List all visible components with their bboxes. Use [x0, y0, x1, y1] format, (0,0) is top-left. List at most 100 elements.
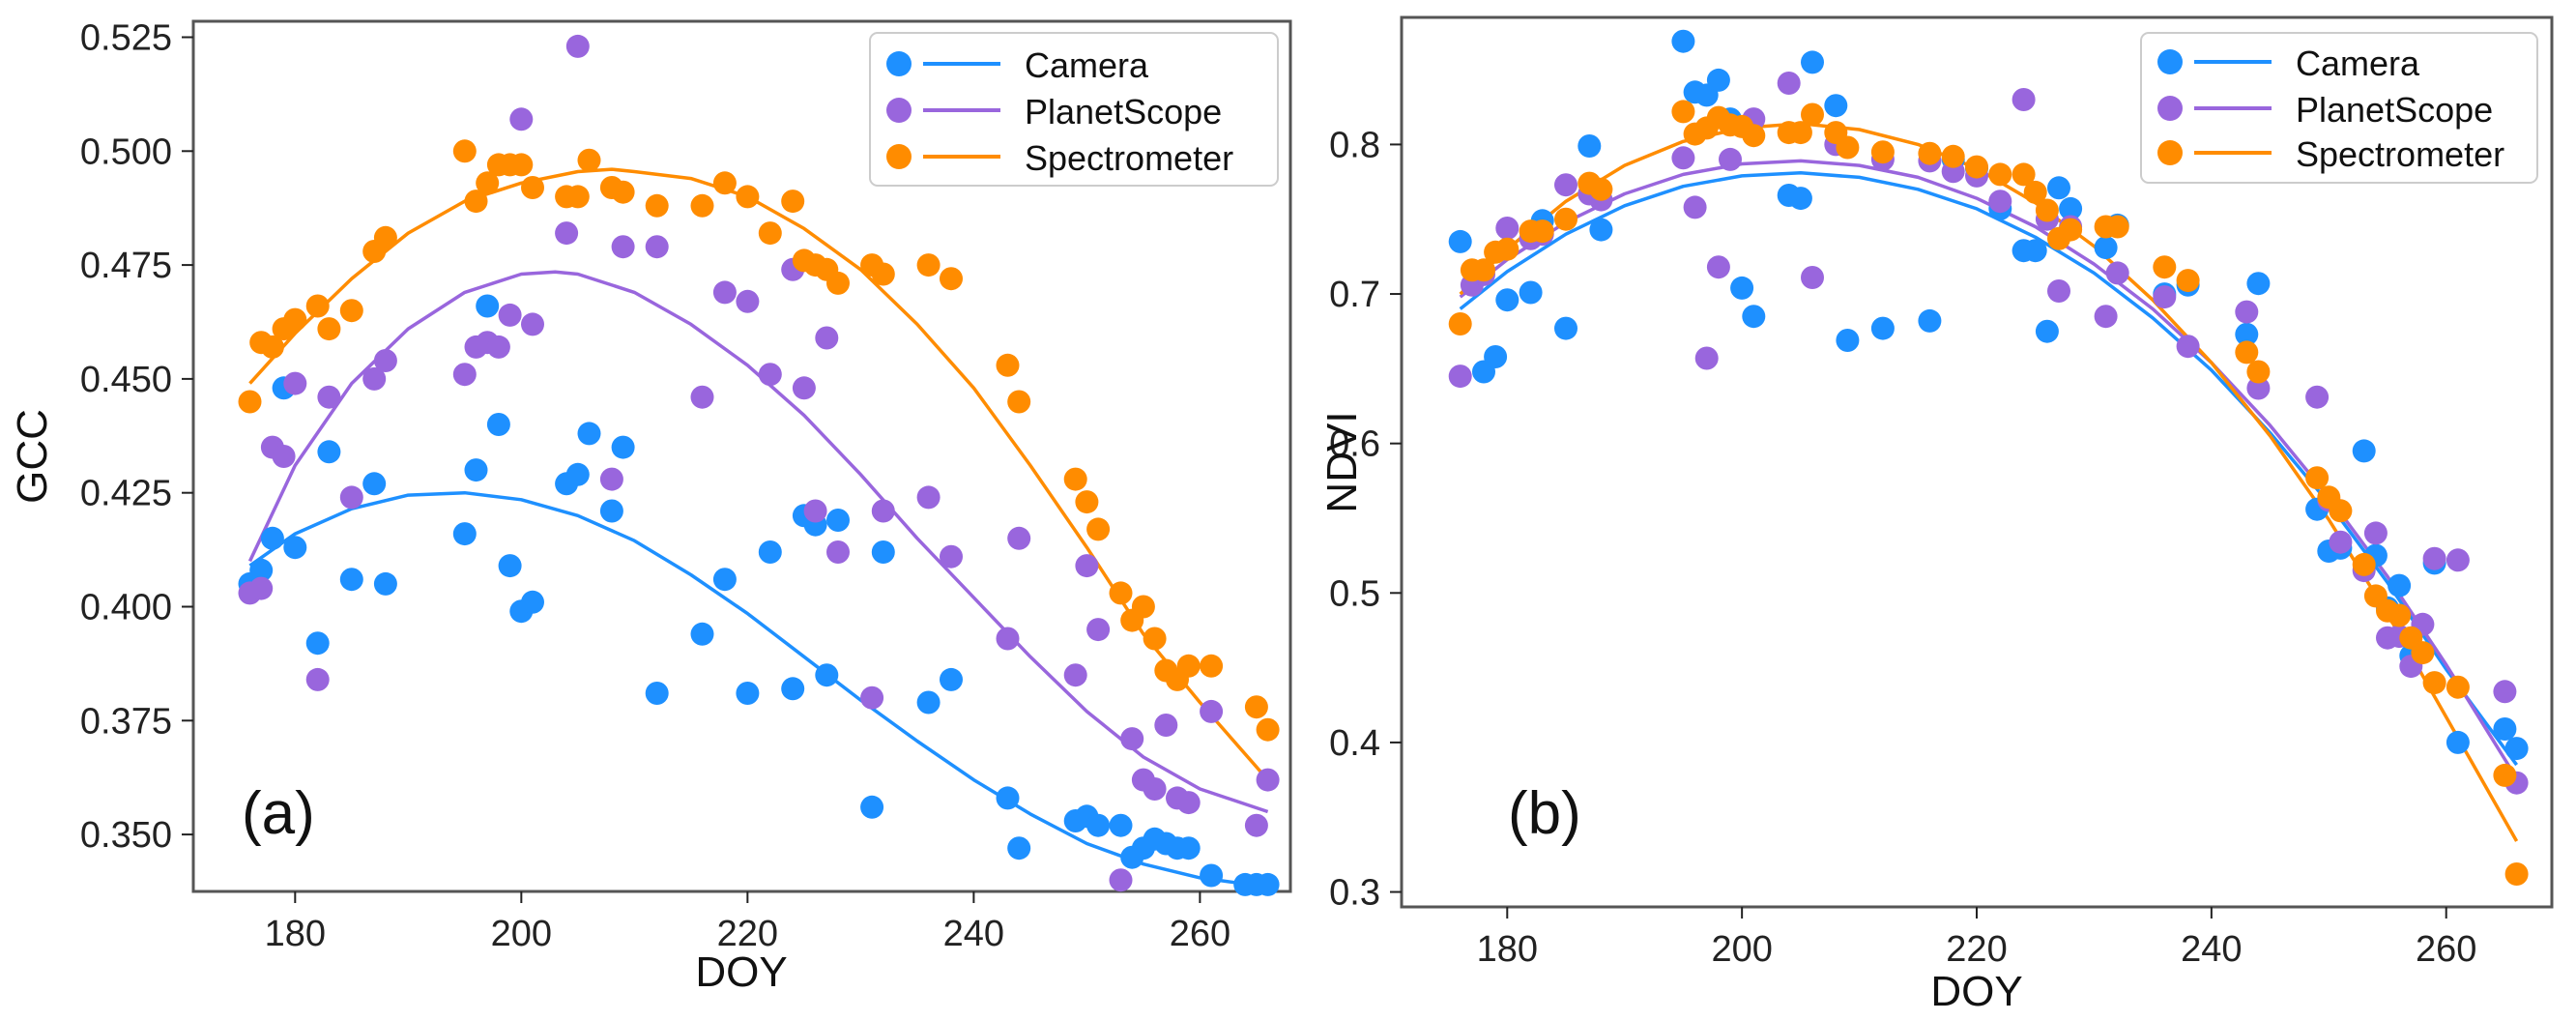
panel-a-legend-box	[869, 32, 1279, 187]
data-point-planetscope	[1200, 699, 1224, 723]
data-point-spectrometer	[736, 185, 760, 209]
data-point-spectrometer	[2059, 218, 2083, 242]
data-point-planetscope	[2012, 88, 2036, 111]
data-point-camera	[599, 499, 623, 523]
data-point-camera	[464, 458, 488, 482]
data-point-planetscope	[2363, 521, 2388, 545]
y-tick-label: 0.500	[80, 131, 172, 172]
legend-label-camera: Camera	[1025, 45, 1149, 85]
panel-b-legend: Camera PlanetScope Spectrometer	[2140, 32, 2538, 184]
y-tick-label: 0.425	[80, 474, 172, 514]
data-point-planetscope	[373, 349, 397, 372]
data-point-spectrometer	[1965, 155, 1988, 179]
data-point-camera	[2235, 322, 2259, 346]
data-point-camera	[1256, 872, 1280, 896]
data-point-spectrometer	[2012, 162, 2036, 187]
data-point-spectrometer	[2105, 215, 2129, 239]
data-point-planetscope	[1719, 147, 1742, 171]
data-point-spectrometer	[758, 221, 782, 246]
panel-a-plot-frame	[191, 19, 1292, 893]
legend-entry-spectrometer: Spectrometer	[886, 138, 1233, 178]
data-point-planetscope	[1683, 195, 1707, 219]
legend-marker-camera	[2157, 49, 2183, 74]
panel-a-fit-lines	[247, 167, 1269, 890]
data-point-planetscope	[2153, 285, 2177, 309]
data-point-planetscope	[339, 485, 363, 510]
y-tick-label: 0.525	[80, 17, 172, 58]
data-point-spectrometer	[2422, 671, 2446, 695]
data-point-planetscope	[555, 221, 579, 246]
data-point-planetscope	[611, 235, 635, 259]
panel-b-ticks: 180 200 220 240 260 0.3 0.4 0.5 0.6 0.7 0.8	[1329, 125, 2476, 970]
x-tick-label: 180	[265, 914, 326, 954]
x-tick-label: 200	[1711, 929, 1772, 970]
data-point-spectrometer	[2411, 641, 2435, 665]
data-point-camera	[1176, 836, 1201, 861]
data-point-spectrometer	[452, 139, 477, 163]
data-point-planetscope	[2446, 548, 2470, 572]
data-point-planetscope	[1554, 173, 1577, 197]
panel-a-xlabel: DOY	[695, 948, 787, 996]
legend-label-planetscope: PlanetScope	[1025, 92, 1222, 131]
data-point-planetscope	[1063, 663, 1087, 687]
data-point-planetscope	[2105, 261, 2129, 285]
data-point-spectrometer	[1801, 102, 1824, 127]
data-point-camera	[871, 540, 895, 564]
y-tick-label: 0.6	[1329, 424, 1380, 465]
legend-entry-planetscope: PlanetScope	[886, 92, 1222, 131]
data-point-camera	[690, 622, 714, 646]
data-point-camera	[1788, 187, 1812, 211]
legend-label-camera: Camera	[2296, 44, 2420, 83]
data-point-camera	[1577, 134, 1602, 158]
data-point-spectrometer	[2153, 255, 2177, 279]
data-point-camera	[577, 422, 601, 446]
panel-a-label: (a)	[242, 780, 315, 847]
data-point-planetscope	[486, 335, 510, 359]
data-point-spectrometer	[940, 267, 963, 291]
panel-a-ticks: 180 200 220 240 260 0.350 0.375 0.400 0.425 0.450…	[80, 17, 1230, 954]
data-point-camera	[249, 558, 274, 582]
fit-line-spectrometer	[1459, 122, 2519, 842]
data-point-planetscope	[1120, 727, 1144, 751]
data-point-spectrometer	[464, 190, 488, 214]
data-point-camera	[996, 786, 1020, 810]
y-tick-label: 0.475	[80, 246, 172, 286]
data-point-planetscope	[1448, 365, 1472, 389]
data-point-spectrometer	[690, 193, 714, 218]
data-point-camera	[2446, 730, 2470, 754]
data-point-planetscope	[871, 499, 895, 523]
data-point-camera	[521, 590, 544, 614]
data-point-spectrometer	[373, 225, 397, 249]
data-point-camera	[1918, 308, 1942, 333]
data-point-planetscope	[1143, 777, 1167, 801]
data-point-planetscope	[736, 289, 760, 313]
data-point-spectrometer	[1063, 467, 1087, 491]
data-point-camera	[2094, 236, 2118, 260]
data-point-spectrometer	[577, 148, 601, 172]
data-point-camera	[2352, 439, 2376, 463]
data-point-planetscope	[283, 371, 307, 395]
data-point-spectrometer	[2352, 552, 2376, 576]
x-tick-label: 240	[943, 914, 1004, 954]
data-point-planetscope	[1777, 72, 1801, 95]
data-point-camera	[1801, 50, 1824, 74]
panel-a: 180 200 220 240 260 0.350 0.375 0.400 0.425 0.450…	[9, 17, 1292, 996]
data-point-camera	[317, 440, 341, 464]
data-point-spectrometer	[1554, 207, 1577, 231]
data-point-spectrometer	[2235, 340, 2259, 365]
data-point-camera	[940, 667, 963, 691]
data-point-planetscope	[362, 366, 387, 391]
data-point-planetscope	[565, 34, 590, 58]
data-point-spectrometer	[1200, 654, 1224, 678]
data-point-camera	[860, 795, 884, 819]
data-point-planetscope	[1671, 146, 1695, 170]
data-point-spectrometer	[1256, 717, 1280, 742]
data-point-planetscope	[1256, 768, 1280, 792]
data-point-camera	[1200, 863, 1224, 888]
y-tick-label: 0.5	[1329, 573, 1380, 614]
fit-line-planetscope	[1459, 159, 2519, 779]
panel-b-data-points	[1448, 29, 2529, 886]
data-point-planetscope	[1086, 618, 1111, 642]
data-point-camera	[1007, 836, 1031, 861]
